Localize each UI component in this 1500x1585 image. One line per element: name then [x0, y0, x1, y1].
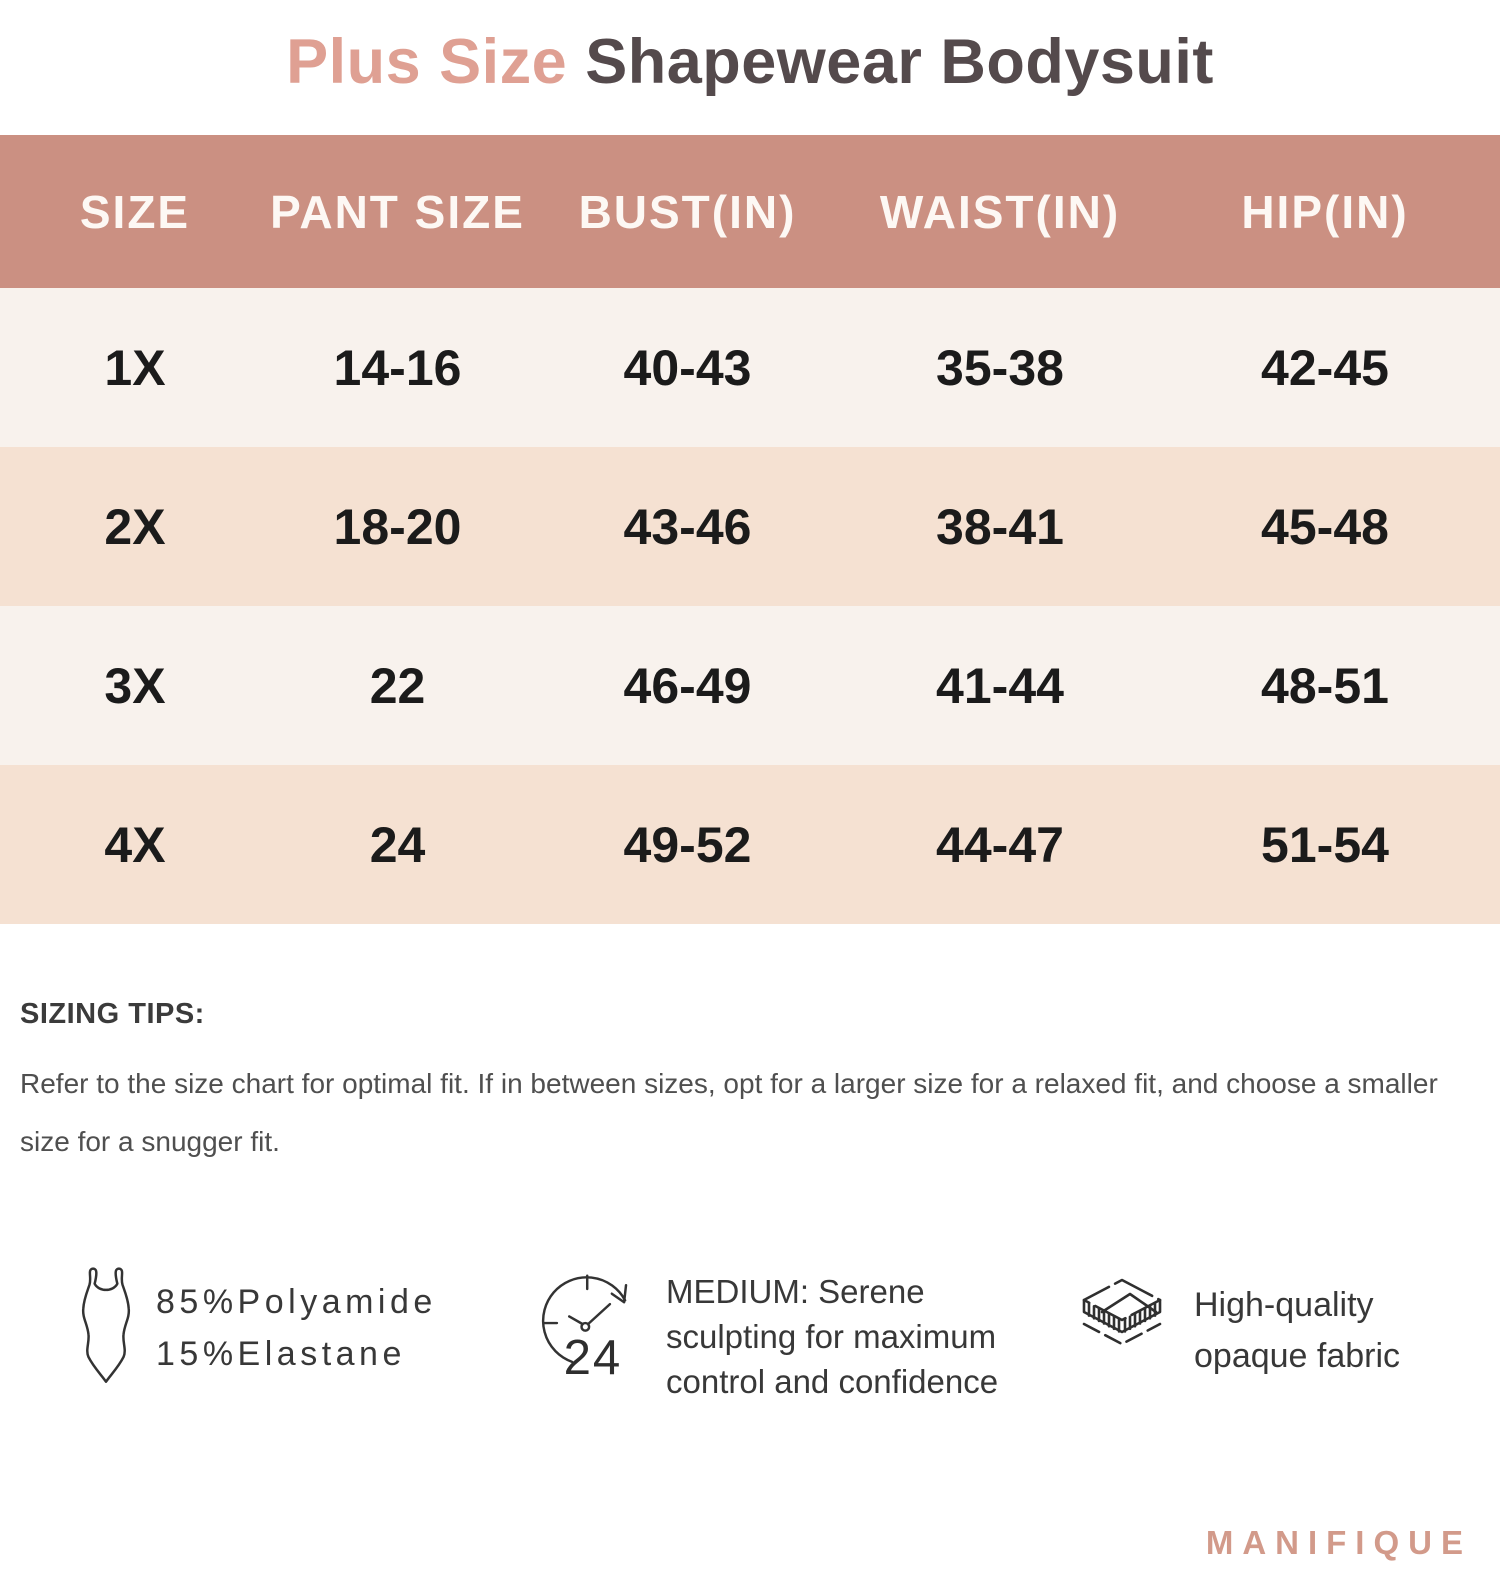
cell-hip: 48-51 — [1261, 657, 1389, 714]
brand-logo: MANIFIQUE — [1205, 1524, 1472, 1561]
table-row-4x: 4X 24 49-52 44-47 51-54 — [0, 765, 1500, 924]
cell-size: 2X — [104, 498, 166, 555]
cell-size: 1X — [104, 339, 166, 396]
sizing-tips-heading: SIZING TIPS: — [20, 998, 205, 1030]
material-line-2: 15%Elastane — [156, 1335, 406, 1373]
cell-waist: 35-38 — [936, 339, 1064, 396]
sizing-tips-body: Refer to the size chart for optimal fit.… — [20, 1068, 1438, 1157]
cell-bust: 49-52 — [623, 816, 752, 873]
feature-material: 85%Polyamide 15%Elastane — [74, 1260, 437, 1390]
cell-waist: 44-47 — [936, 816, 1064, 873]
feature-control: 24 MEDIUM: Serene sculpting for maximum … — [538, 1268, 1058, 1405]
feature-fabric: High-quality opaque fabric — [1072, 1272, 1444, 1382]
clock-24-icon: 24 — [538, 1268, 644, 1405]
cell-pant: 18-20 — [333, 498, 462, 555]
header-cell-hip: HIP(IN) — [1241, 185, 1409, 238]
header-cell-pant: PANT SIZE — [270, 185, 525, 238]
header-cell-waist: WAIST(IN) — [879, 185, 1121, 238]
cell-bust: 40-43 — [623, 339, 752, 396]
fabric-layers-icon — [1072, 1272, 1172, 1382]
cell-pant: 14-16 — [333, 339, 462, 396]
cell-hip: 45-48 — [1261, 498, 1389, 555]
material-text: 85%Polyamide 15%Elastane — [156, 1260, 437, 1390]
clock-24-label: 24 — [564, 1330, 623, 1380]
header-cell-bust: BUST(IN) — [578, 185, 797, 238]
page-title-accent: Plus Size — [286, 27, 568, 97]
page-title: Plus Size Shapewear Bodysuit — [0, 26, 1500, 98]
cell-pant: 22 — [369, 657, 426, 714]
table-row-3x: 3X 22 46-49 41-44 48-51 — [0, 606, 1500, 765]
cell-waist: 41-44 — [936, 657, 1064, 714]
sizing-tips-section: SIZING TIPS: Refer to the size chart for… — [20, 998, 1500, 1171]
page-title-rest: Shapewear Bodysuit — [585, 27, 1214, 97]
table-row-1x: 1X 14-16 40-43 35-38 42-45 — [0, 288, 1500, 447]
cell-size: 3X — [104, 657, 166, 714]
cell-hip: 42-45 — [1261, 339, 1389, 396]
fabric-text: High-quality opaque fabric — [1194, 1286, 1401, 1375]
cell-waist: 38-41 — [936, 498, 1064, 555]
size-table: SIZE PANT SIZE BUST(IN) WAIST(IN) HIP(IN… — [0, 135, 1500, 924]
table-header-row: SIZE PANT SIZE BUST(IN) WAIST(IN) HIP(IN… — [0, 135, 1500, 288]
cell-hip: 51-54 — [1261, 816, 1389, 873]
cell-bust: 46-49 — [623, 657, 752, 714]
feature-row: 85%Polyamide 15%Elastane 24 MEDIUM: Sere… — [0, 1250, 1500, 1480]
material-line-1: 85%Polyamide — [156, 1283, 437, 1321]
control-text: MEDIUM: Serene sculpting for maximum con… — [666, 1273, 999, 1400]
cell-bust: 43-46 — [623, 498, 752, 555]
bodysuit-icon — [74, 1260, 138, 1390]
cell-size: 4X — [104, 816, 166, 873]
header-cell-size: SIZE — [79, 185, 191, 238]
cell-pant: 24 — [369, 816, 426, 873]
table-row-2x: 2X 18-20 43-46 38-41 45-48 — [0, 447, 1500, 606]
